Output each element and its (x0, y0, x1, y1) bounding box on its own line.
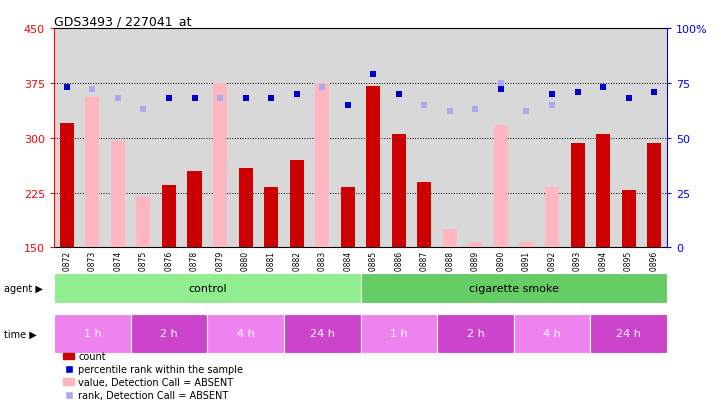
Bar (545, 188, 559, 248)
Bar (494, 125, 508, 248)
Text: 24 h: 24 h (310, 328, 335, 339)
Text: 4 h: 4 h (236, 328, 255, 339)
Bar (239, 169, 252, 248)
Bar (264, 188, 278, 248)
Bar (162, 186, 176, 248)
Text: cigarette smoke: cigarette smoke (469, 284, 559, 294)
Bar (443, 230, 457, 248)
Bar (469, 242, 482, 248)
Bar (60, 124, 74, 248)
Bar (213, 83, 227, 248)
Text: 1 h: 1 h (390, 328, 407, 339)
Bar (647, 143, 661, 248)
Bar (622, 191, 636, 248)
Bar (570, 143, 585, 248)
Bar (341, 188, 355, 248)
Bar (187, 171, 202, 248)
Text: 1 h: 1 h (84, 328, 101, 339)
Text: 2 h: 2 h (160, 328, 178, 339)
Bar (596, 135, 610, 248)
Bar (519, 242, 534, 248)
Text: control: control (188, 284, 226, 294)
Text: time ▶: time ▶ (4, 328, 36, 339)
Bar (111, 142, 125, 248)
Bar (290, 160, 304, 248)
Bar (417, 182, 431, 248)
Bar (315, 83, 329, 248)
Bar (85, 98, 99, 248)
Text: 4 h: 4 h (543, 328, 561, 339)
Text: agent ▶: agent ▶ (4, 284, 43, 294)
Legend: count, percentile rank within the sample, value, Detection Call = ABSENT, rank, : count, percentile rank within the sample… (59, 348, 247, 404)
Text: GDS3493 / 227041_at: GDS3493 / 227041_at (54, 15, 192, 28)
Bar (136, 197, 151, 248)
Bar (366, 87, 380, 248)
Bar (392, 135, 406, 248)
Text: 2 h: 2 h (466, 328, 485, 339)
Text: 24 h: 24 h (616, 328, 641, 339)
